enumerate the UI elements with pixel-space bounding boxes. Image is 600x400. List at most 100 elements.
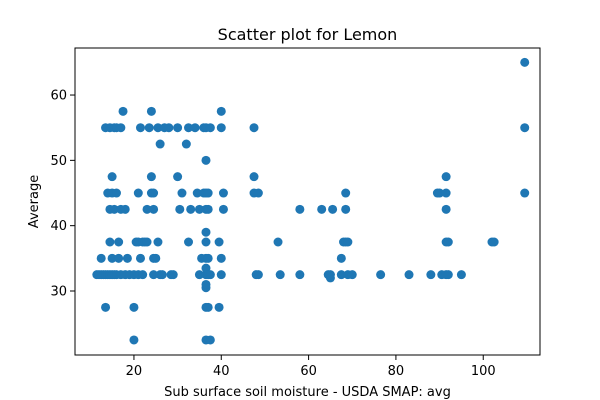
data-point — [295, 204, 305, 214]
data-point — [107, 253, 117, 263]
x-tick-label: 20 — [126, 364, 143, 379]
data-point — [101, 302, 111, 312]
data-point — [142, 204, 152, 214]
data-point — [317, 204, 327, 214]
data-point — [520, 57, 530, 67]
data-point — [122, 253, 132, 263]
data-point — [151, 253, 161, 263]
x-axis: 20 40 60 80 100 — [126, 355, 496, 379]
data-point — [129, 302, 139, 312]
data-point — [153, 123, 163, 133]
data-point — [105, 237, 115, 247]
data-point — [184, 237, 194, 247]
data-point — [203, 302, 213, 312]
data-point — [216, 270, 226, 280]
data-point — [177, 188, 187, 198]
data-point — [253, 270, 263, 280]
data-point — [138, 270, 148, 280]
data-point — [520, 188, 530, 198]
data-point — [253, 188, 263, 198]
data-point — [146, 172, 156, 182]
data-point — [404, 270, 414, 280]
data-point — [249, 123, 259, 133]
data-point — [443, 237, 453, 247]
data-point — [149, 270, 159, 280]
plot-frame — [74, 47, 541, 356]
data-point — [214, 302, 224, 312]
data-point — [203, 188, 213, 198]
data-point — [201, 237, 211, 247]
data-point — [443, 270, 453, 280]
y-axis: 30 40 50 60 — [50, 89, 75, 299]
data-point — [173, 172, 183, 182]
data-point — [456, 270, 466, 280]
data-point — [203, 204, 213, 214]
y-tick-label: 50 — [50, 154, 67, 169]
data-point — [133, 188, 143, 198]
data-point — [426, 270, 436, 280]
data-point — [218, 204, 228, 214]
data-point — [135, 123, 145, 133]
data-point — [149, 204, 159, 214]
data-point — [149, 188, 159, 198]
points-layer — [92, 57, 530, 345]
data-point — [343, 237, 353, 247]
data-point — [520, 123, 530, 133]
data-point — [249, 172, 259, 182]
data-point — [341, 188, 351, 198]
data-point — [341, 204, 351, 214]
y-axis-label: Average — [27, 175, 42, 228]
y-tick-label: 60 — [50, 89, 67, 104]
data-point — [184, 123, 194, 133]
data-point — [164, 123, 174, 133]
x-axis-label: Sub surface soil moisture - USDA SMAP: a… — [164, 385, 451, 400]
data-point — [153, 237, 163, 247]
data-point — [336, 253, 346, 263]
data-point — [109, 204, 119, 214]
data-point — [325, 270, 335, 280]
data-point — [347, 270, 357, 280]
data-point — [129, 335, 139, 345]
data-point — [142, 237, 152, 247]
data-point — [190, 123, 200, 133]
data-point — [175, 204, 185, 214]
data-point — [155, 139, 165, 149]
data-point — [114, 237, 124, 247]
data-point — [201, 279, 211, 289]
data-point — [441, 204, 451, 214]
data-point — [181, 139, 191, 149]
data-point — [205, 123, 215, 133]
data-point — [107, 172, 117, 182]
data-point — [328, 204, 338, 214]
data-point — [376, 270, 386, 280]
data-point — [135, 253, 145, 263]
data-point — [114, 253, 124, 263]
data-point — [203, 253, 213, 263]
data-point — [205, 335, 215, 345]
data-point — [214, 237, 224, 247]
data-point — [218, 188, 228, 198]
data-point — [194, 270, 204, 280]
data-point — [216, 253, 226, 263]
data-point — [116, 123, 126, 133]
data-point — [205, 270, 215, 280]
data-point — [275, 270, 285, 280]
data-point — [441, 172, 451, 182]
data-point — [216, 106, 226, 116]
data-point — [489, 237, 499, 247]
data-point — [201, 155, 211, 165]
data-point — [120, 204, 130, 214]
data-point — [186, 204, 196, 214]
data-point — [144, 123, 154, 133]
data-point — [194, 204, 204, 214]
chart-title: Scatter plot for Lemon — [218, 25, 398, 44]
x-tick-label: 60 — [300, 364, 317, 379]
data-point — [441, 188, 451, 198]
data-point — [96, 253, 106, 263]
data-point — [146, 106, 156, 116]
data-point — [201, 227, 211, 237]
data-point — [168, 270, 178, 280]
data-point — [173, 123, 183, 133]
data-point — [295, 270, 305, 280]
